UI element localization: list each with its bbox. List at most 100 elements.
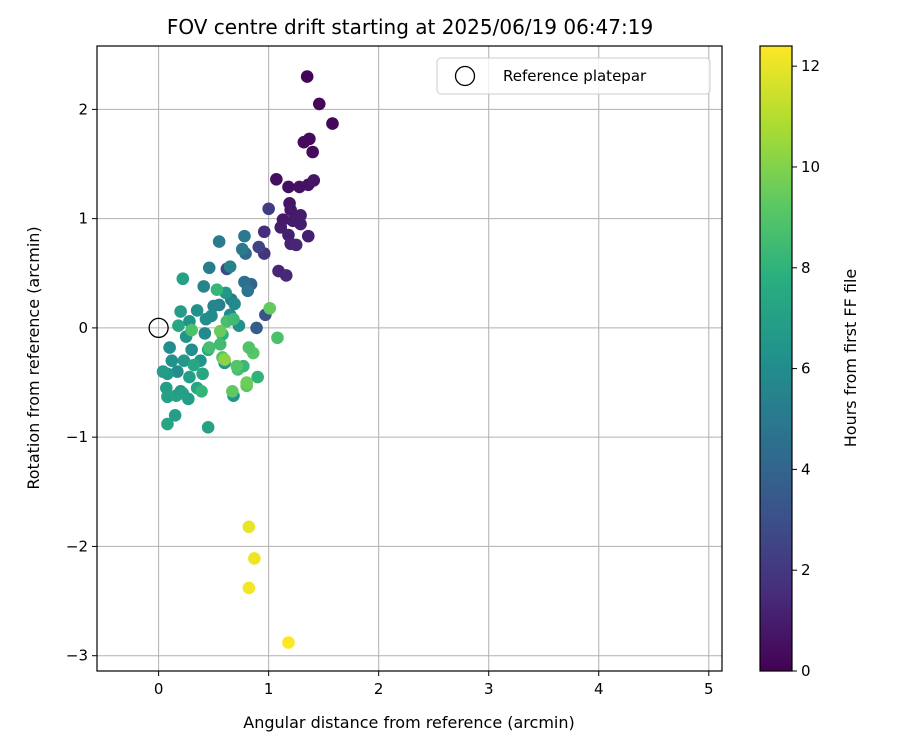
y-tick-label: 2: [78, 100, 88, 118]
x-tick-label: 3: [484, 680, 494, 698]
data-point: [241, 284, 255, 298]
data-point: [177, 354, 191, 367]
data-point: [284, 203, 297, 217]
y-axis-label: Rotation from reference (arcmin): [24, 226, 43, 489]
data-point: [274, 221, 288, 234]
y-tick-label: 1: [78, 210, 88, 228]
legend-marker: [454, 65, 476, 87]
colorbar-tick-label: 4: [801, 460, 811, 478]
x-tick-label: 0: [154, 680, 164, 698]
data-point: [257, 225, 271, 239]
data-point: [185, 343, 198, 357]
data-point: [242, 520, 256, 534]
legend-box: [436, 57, 711, 95]
data-point: [187, 358, 201, 372]
data-point: [230, 359, 244, 373]
x-axis-ticks: 0 1 2 3 4 5: [154, 671, 714, 698]
data-point: [271, 331, 284, 345]
y-tick-label: −2: [66, 537, 88, 555]
colorbar-tick-label: 6: [801, 360, 811, 378]
data-point: [312, 97, 326, 111]
data-point: [207, 299, 220, 313]
data-point: [190, 304, 204, 317]
colorbar: 0 2 4 6 8 10 12 Hours from first FF file: [759, 45, 860, 680]
data-point: [294, 217, 307, 231]
data-point: [176, 272, 190, 286]
data-point: [202, 261, 216, 275]
data-point: [195, 384, 208, 398]
data-point: [227, 312, 240, 326]
chart-title: FOV centre drift starting at 2025/06/19 …: [167, 15, 653, 39]
data-point: [174, 305, 187, 318]
grid: [97, 46, 722, 671]
y-tick-label: −3: [66, 647, 88, 665]
x-axis-label: Angular distance from reference (arcmin): [243, 713, 574, 732]
scatter-points: [156, 70, 339, 649]
data-point: [307, 174, 321, 187]
data-point: [282, 180, 295, 194]
data-point: [183, 370, 196, 384]
data-point: [185, 323, 198, 337]
data-point: [156, 365, 170, 378]
x-tick-label: 4: [594, 680, 604, 698]
data-point: [171, 365, 184, 378]
colorbar-gradient: [760, 46, 792, 671]
legend: Reference platepar: [436, 57, 711, 95]
data-point: [279, 269, 293, 282]
data-point: [198, 327, 212, 340]
data-point: [223, 260, 237, 274]
data-point: [212, 235, 226, 248]
data-point: [176, 387, 190, 400]
colorbar-ticks: 0 2 4 6 8 10 12: [792, 57, 820, 680]
data-point: [270, 173, 283, 186]
data-point: [163, 341, 176, 354]
colorbar-tick-label: 8: [801, 259, 811, 277]
colorbar-label: Hours from first FF file: [841, 269, 860, 448]
data-point: [161, 417, 174, 431]
data-point: [235, 242, 249, 256]
colorbar-tick-label: 2: [801, 561, 811, 579]
plot-area: 0 1 2 3 4 5 −3 −2 −1 0 1 2: [66, 45, 723, 698]
data-point: [172, 319, 185, 333]
data-point: [294, 209, 307, 222]
data-point: [168, 409, 182, 422]
colorbar-frame: [759, 45, 793, 672]
y-tick-label: −1: [66, 428, 88, 446]
data-point: [202, 341, 216, 354]
x-tick-label: 1: [264, 680, 274, 698]
data-point: [197, 280, 211, 293]
x-tick-label: 5: [704, 680, 714, 698]
legend-label: Reference platepar: [503, 67, 647, 85]
data-point: [238, 229, 251, 243]
colorbar-tick-label: 10: [801, 158, 820, 176]
data-point: [196, 367, 209, 381]
data-point: [242, 581, 256, 595]
y-axis-ticks: −3 −2 −1 0 1 2: [66, 100, 97, 665]
data-point: [213, 324, 227, 338]
x-tick-label: 2: [374, 680, 384, 698]
data-point: [263, 301, 277, 315]
colorbar-tick-label: 0: [801, 662, 811, 680]
plot-frame: [96, 45, 723, 672]
y-tick-label: 0: [78, 319, 88, 337]
data-point: [289, 238, 303, 252]
data-point: [199, 312, 213, 326]
colorbar-tick-label: 12: [801, 57, 820, 75]
data-point: [282, 636, 295, 649]
data-point: [300, 70, 314, 83]
reference-platepar-marker: [148, 317, 169, 339]
data-point: [213, 337, 227, 351]
data-point: [262, 202, 275, 216]
data-point: [252, 240, 266, 254]
data-point: [226, 384, 239, 398]
data-point: [218, 353, 231, 366]
data-point: [242, 341, 256, 354]
data-point: [228, 297, 241, 311]
data-point: [306, 145, 319, 159]
data-point: [165, 354, 179, 367]
data-point: [326, 117, 339, 130]
data-point: [240, 376, 253, 389]
data-point: [251, 370, 264, 384]
data-point: [210, 283, 224, 296]
